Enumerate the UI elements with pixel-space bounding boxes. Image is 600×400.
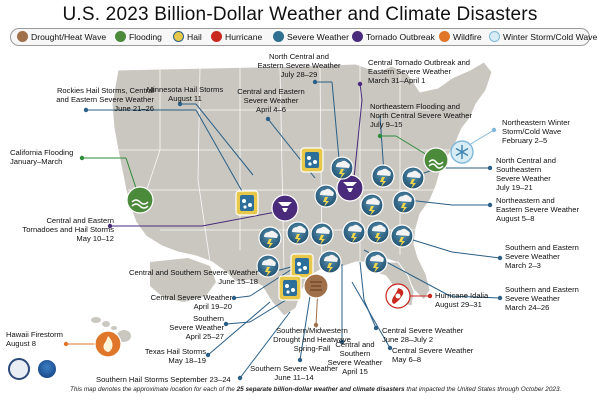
legend-item-flooding: Flooding [115, 29, 162, 45]
legend-item-winter-storm: Winter Storm/Cold Wave [489, 29, 597, 45]
severe-weather-icon [366, 220, 390, 244]
legend-item-drought: Drought/Heat Wave [17, 29, 106, 45]
event-label: Northeastern Winter Storm/Cold Wave Febr… [502, 118, 570, 145]
event-label: Minnesota Hail Storms August 11 [146, 85, 224, 103]
tornado-icon [352, 31, 363, 43]
noaa-logo-icon [36, 358, 58, 380]
severe-weather-icon [390, 224, 414, 248]
wildfire-icon [439, 31, 450, 43]
severe-weather-icon [360, 193, 384, 217]
severe-weather-icon [392, 190, 416, 214]
hurricane-icon [385, 283, 411, 309]
hail-icon [290, 253, 314, 279]
legend-item-tornado: Tornado Outbreak [352, 29, 435, 45]
hail-icon [278, 275, 302, 301]
event-label: Central Severe Weather June 28–July 2 [382, 326, 464, 344]
hurricane-icon [211, 31, 222, 43]
event-label: Hawaii Firestorm August 8 [6, 330, 63, 348]
event-icons [94, 140, 474, 358]
leader-dots [63, 79, 503, 381]
event-label: Rockies Hail Storms, Central and Eastern… [56, 86, 154, 113]
hail-icon [173, 31, 184, 43]
legend-item-hail: Hail [173, 29, 202, 45]
event-label: Texas Hail Storms May 18–19 [144, 347, 206, 365]
severe-weather-icon [314, 184, 338, 208]
legend-item-wildfire: Wildfire [439, 29, 482, 45]
flood-icon [126, 186, 154, 214]
wildfire-icon [94, 330, 122, 358]
event-label: Central Severe Weather April 19–20 [150, 293, 232, 311]
severe-weather-icon [286, 221, 310, 245]
event-label: Northeastern and Eastern Severe Weather … [496, 196, 580, 223]
event-label: Central and Southern Severe Weather June… [128, 268, 258, 286]
event-label: North Central and Eastern Severe Weather… [257, 52, 341, 79]
severe-weather-icon [318, 250, 342, 274]
event-label: Central and Southern Severe Weather Apri… [327, 340, 383, 376]
hail-icon [235, 190, 259, 216]
event-label: Central and Eastern Severe Weather April… [237, 87, 305, 114]
snowflake-icon [489, 31, 500, 43]
event-label: Southern Severe Weather April 25–27 [169, 314, 224, 341]
event-label: Central Tornado Outbreak and Eastern Sev… [368, 58, 471, 85]
hail-icon [300, 147, 324, 173]
legend: Drought/Heat Wave Flooding Hail Hurrican… [10, 28, 597, 46]
event-label: Hurricane Idalia August 29–31 [435, 291, 489, 309]
event-label: Northeastern Flooding and North Central … [370, 102, 473, 129]
severe-weather-icon [310, 222, 334, 246]
event-label: Central and Eastern Tornadoes and Hail S… [22, 216, 114, 243]
event-label: Central Severe Weather May 6–8 [392, 346, 474, 364]
legend-item-severe-weather: Severe Weather [273, 29, 349, 45]
severe-weather-icon [258, 226, 282, 250]
event-label: Southern/Midwestern Drought and Heatwave… [273, 326, 351, 353]
doc-seal-icon [8, 358, 30, 380]
flood-icon [423, 147, 449, 173]
severe-weather-icon [330, 156, 354, 180]
severe-weather-icon [371, 164, 395, 188]
event-label: Southern Severe Weather June 11–14 [250, 364, 338, 382]
severe-weather-icon [273, 31, 284, 43]
snowflake-icon [450, 140, 474, 164]
severe-weather-icon [364, 250, 388, 274]
severe-weather-icon [256, 254, 280, 278]
event-label: Southern and Eastern Severe Weather Marc… [505, 285, 579, 312]
event-label: Southern and Eastern Severe Weather Marc… [505, 243, 579, 270]
event-label: North Central and Southeastern Severe We… [496, 156, 556, 192]
footnote: This map denotes the approximate locatio… [70, 386, 562, 393]
event-label: California Flooding January–March [10, 148, 74, 166]
map-title: U.S. 2023 Billion-Dollar Weather and Cli… [62, 4, 538, 25]
alaska-land [150, 258, 216, 302]
drought-icon [17, 31, 28, 43]
severe-weather-icon [342, 220, 366, 244]
event-label: Southern Hail Storms September 23–24 [96, 375, 231, 384]
flood-icon [115, 31, 126, 43]
legend-item-hurricane: Hurricane [211, 29, 262, 45]
tornado-icon [271, 194, 299, 222]
severe-weather-icon [401, 166, 425, 190]
drought-icon [303, 273, 329, 299]
